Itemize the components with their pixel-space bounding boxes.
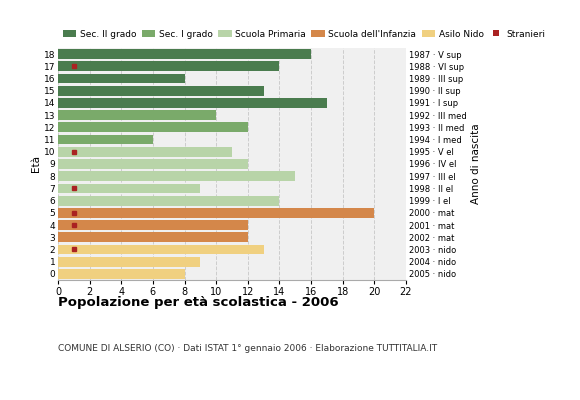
Bar — [58, 49, 311, 59]
Bar — [58, 122, 248, 132]
Bar — [58, 98, 327, 108]
Bar — [58, 269, 184, 279]
Text: COMUNE DI ALSERIO (CO) · Dati ISTAT 1° gennaio 2006 · Elaborazione TUTTITALIA.IT: COMUNE DI ALSERIO (CO) · Dati ISTAT 1° g… — [58, 344, 437, 353]
Bar — [58, 232, 248, 242]
Bar — [58, 184, 200, 193]
Bar — [58, 244, 264, 254]
Bar — [58, 171, 295, 181]
Y-axis label: Anno di nascita: Anno di nascita — [471, 124, 481, 204]
Bar — [58, 220, 248, 230]
Bar — [58, 208, 374, 218]
Bar — [58, 257, 200, 266]
Y-axis label: Età: Età — [31, 156, 41, 172]
Bar — [58, 159, 248, 169]
Text: Popolazione per età scolastica - 2006: Popolazione per età scolastica - 2006 — [58, 296, 339, 309]
Bar — [58, 135, 153, 144]
Bar — [58, 147, 232, 157]
Bar — [58, 110, 216, 120]
Legend: Sec. II grado, Sec. I grado, Scuola Primaria, Scuola dell'Infanzia, Asilo Nido, : Sec. II grado, Sec. I grado, Scuola Prim… — [63, 30, 546, 39]
Bar — [58, 74, 184, 84]
Bar — [58, 196, 280, 206]
Bar — [58, 62, 280, 71]
Bar — [58, 86, 264, 96]
